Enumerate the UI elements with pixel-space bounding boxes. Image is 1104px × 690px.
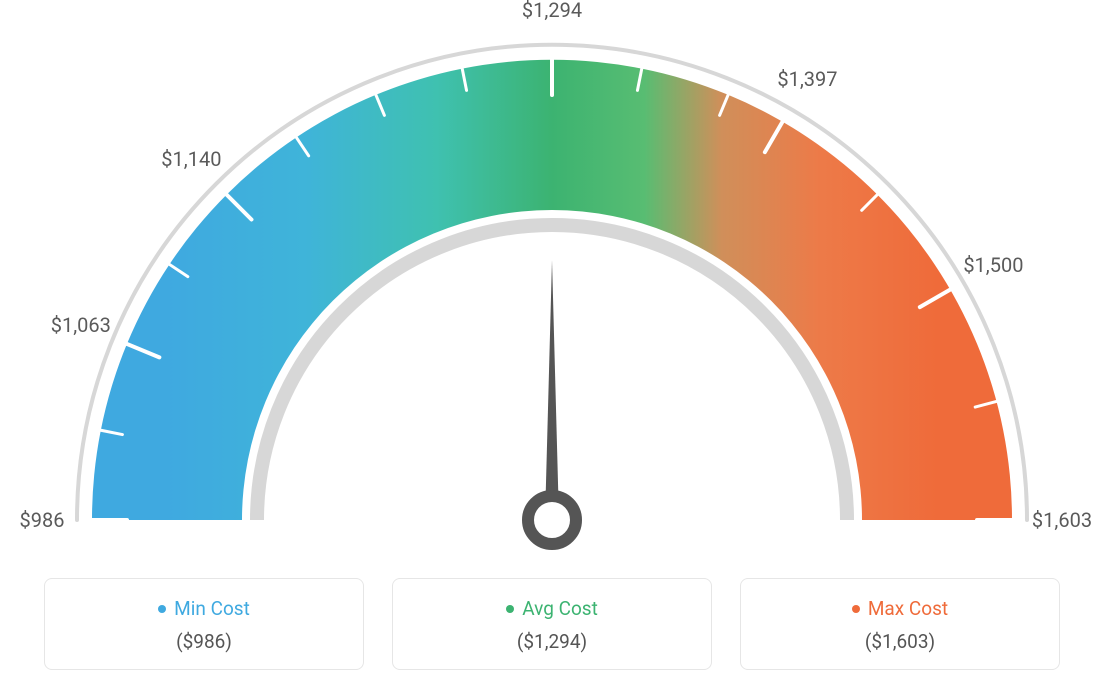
legend-card-min: Min Cost ($986) (44, 578, 364, 670)
legend-dot-min (158, 605, 166, 613)
tick-label: $986 (20, 508, 65, 532)
needle (528, 260, 576, 544)
legend-dot-max (852, 605, 860, 613)
legend-value-avg: ($1,294) (403, 630, 701, 653)
legend-value-max: ($1,603) (751, 630, 1049, 653)
tick-label: $1,063 (51, 313, 111, 337)
tick-label: $1,397 (777, 67, 837, 91)
legend-label-min: Min Cost (174, 597, 250, 620)
legend-value-min: ($986) (55, 630, 353, 653)
tick-label: $1,500 (963, 253, 1023, 277)
legend-card-max: Max Cost ($1,603) (740, 578, 1060, 670)
gauge-svg (0, 0, 1104, 560)
legend-title-avg: Avg Cost (506, 597, 598, 620)
legend-label-max: Max Cost (868, 597, 948, 620)
cost-gauge-infographic: $986 $1,063 $1,140 $1,294 $1,397 $1,500 $1,603… (0, 0, 1104, 690)
tick-label: $1,603 (1032, 508, 1092, 532)
gauge-chart: $986 $1,063 $1,140 $1,294 $1,397 $1,500 $1,603 (0, 0, 1104, 560)
legend-label-avg: Avg Cost (522, 597, 598, 620)
legend-row: Min Cost ($986) Avg Cost ($1,294) Max Co… (0, 578, 1104, 670)
legend-title-max: Max Cost (852, 597, 948, 620)
legend-title-min: Min Cost (158, 597, 250, 620)
legend-card-avg: Avg Cost ($1,294) (392, 578, 712, 670)
tick-label: $1,294 (522, 0, 582, 22)
tick-label: $1,140 (161, 147, 221, 171)
legend-dot-avg (506, 605, 514, 613)
